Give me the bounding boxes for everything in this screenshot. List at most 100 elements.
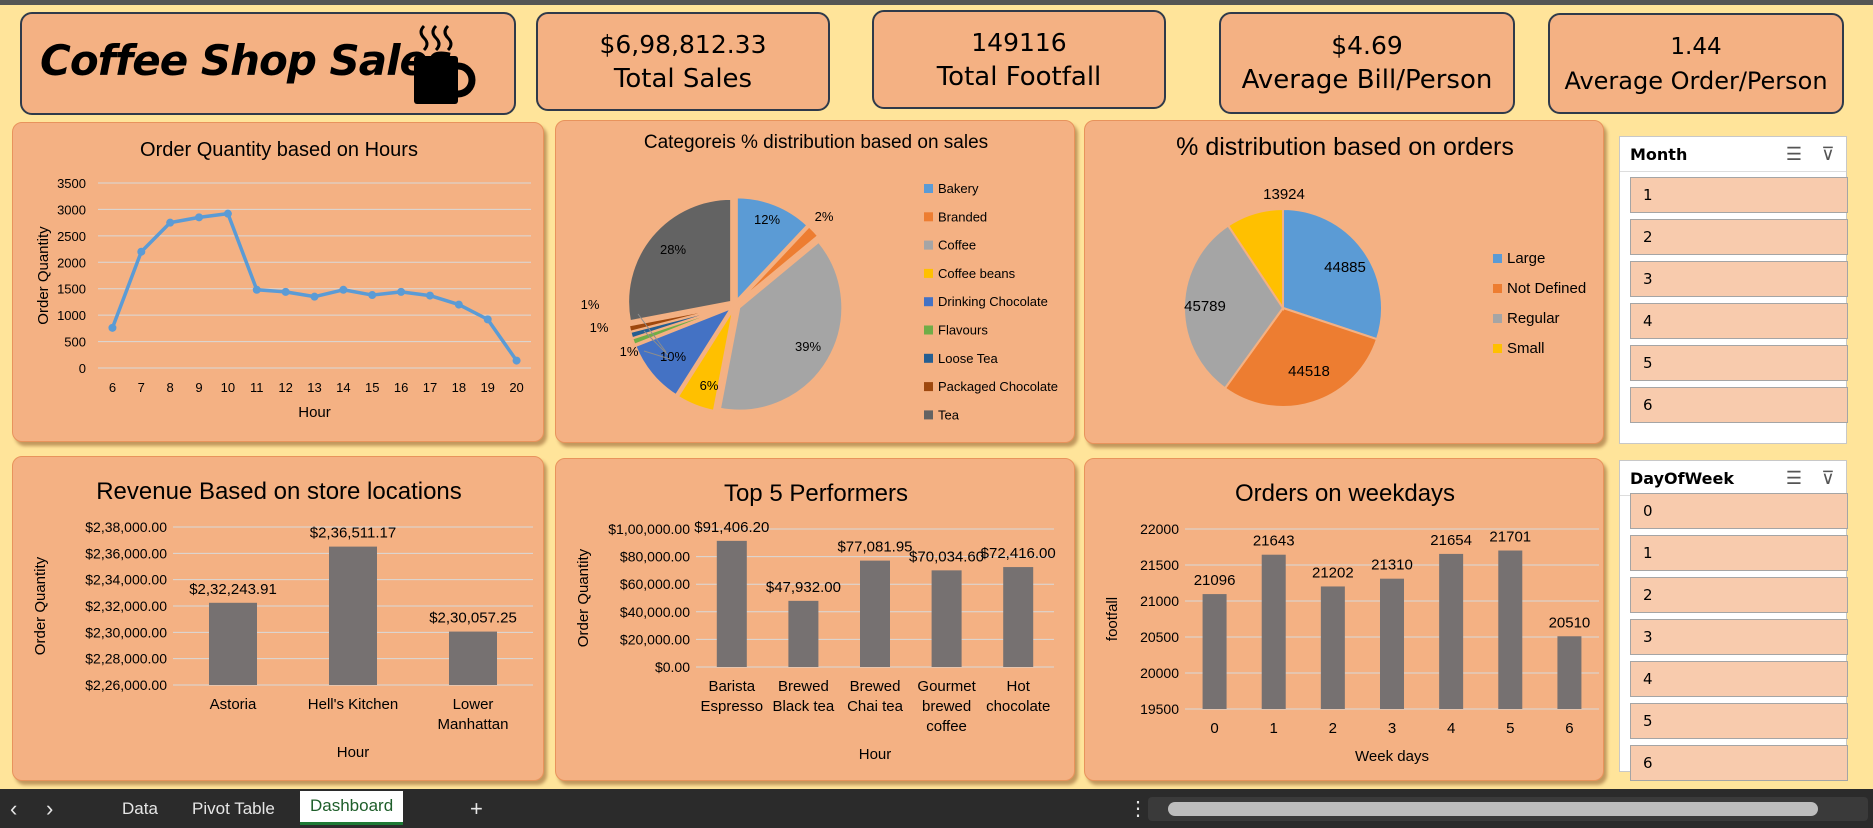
chart-title: Order Quantity based on Hours [140, 139, 418, 161]
clear-filter-icon[interactable]: ⊽ [1821, 144, 1835, 164]
y-tick-label: 20500 [1140, 629, 1179, 645]
prev-sheet-button[interactable]: ‹ [10, 796, 18, 821]
bar [1003, 567, 1034, 667]
data-label: 1% [620, 344, 639, 359]
data-label: $70,034.60 [909, 548, 984, 565]
y-axis-title: Order Quantity [575, 548, 592, 647]
data-label: 2% [815, 209, 834, 224]
pie-chart: Categoreis % distribution based on sales… [581, 132, 1058, 422]
tab-dashboard[interactable]: Dashboard [300, 791, 404, 825]
legend-swatch [1493, 254, 1502, 263]
chart-orders-weekdays[interactable]: Orders on weekdays 19500 20000 20500 21000 21… [1084, 458, 1604, 781]
legend-swatch [924, 382, 933, 392]
x-tick-label: Lower Manhattan [438, 696, 509, 733]
x-tick-label: 15 [365, 380, 379, 395]
slicer-month[interactable]: Month ☰ ⊽ 1 2 3 4 5 6 [1619, 136, 1848, 444]
scrollbar-thumb[interactable] [1168, 802, 1818, 816]
legend-swatch [924, 184, 933, 193]
multi-select-icon[interactable]: ☰ [1785, 144, 1803, 164]
data-point [281, 287, 290, 296]
data-point [512, 356, 521, 365]
chart-order-size-distribution[interactable]: % distribution based on orders 44885 44518… [1084, 120, 1604, 444]
y-tick-label: 19500 [1140, 701, 1179, 717]
x-axis-title: Week days [1355, 748, 1429, 765]
horizontal-scrollbar[interactable] [1148, 797, 1868, 821]
y-tick-label: $2,30,000.00 [85, 624, 167, 640]
y-tick-label: $2,36,000.00 [85, 545, 167, 561]
legend-label: Flavours [938, 323, 988, 338]
y-tick-label: 20000 [1140, 665, 1179, 681]
slicer-item-4[interactable]: 4 [1630, 661, 1848, 697]
clear-filter-icon[interactable]: ⊽ [1821, 468, 1835, 488]
chart-order-quantity-hours[interactable]: Order Quantity based on Hours 0 500 1000 150… [12, 122, 544, 442]
legend-label: Packaged Chocolate [938, 379, 1058, 394]
chart-title: % distribution based on orders [1176, 133, 1514, 161]
y-tick-label: 3500 [57, 176, 86, 191]
y-tick-label: 2500 [57, 229, 86, 244]
x-tick-label: 8 [167, 380, 174, 395]
x-tick-label: 5 [1506, 720, 1514, 737]
bar [449, 631, 497, 685]
x-tick-label: Barista Espresso [701, 678, 764, 715]
legend-swatch [1493, 344, 1502, 353]
chart-top-performers[interactable]: Top 5 Performers $0.00 $20,000.00 $40,000.0… [555, 458, 1075, 781]
tab-pivot-table[interactable]: Pivot Table [192, 799, 275, 818]
legend-label: Drinking Chocolate [938, 294, 1048, 309]
data-label: 6% [700, 378, 719, 393]
slicer-item-1[interactable]: 1 [1630, 177, 1848, 213]
bar-chart: Orders on weekdays1950020000205002100021… [1104, 480, 1599, 765]
legend-swatch [924, 212, 933, 222]
data-label: $2,30,057.25 [429, 610, 517, 627]
slicer-item-2[interactable]: 2 [1630, 219, 1848, 255]
y-axis-title: Order Quantity [32, 556, 49, 655]
kpi-label: Total Sales [613, 63, 753, 94]
legend-label: Large [1507, 250, 1545, 267]
slicer-item-6[interactable]: 6 [1630, 387, 1848, 423]
sheet-tab-bar: ‹ › Data Pivot Table Dashboard + ⋮ [0, 789, 1873, 828]
x-tick-label: 11 [250, 380, 264, 395]
y-tick-label: $20,000.00 [620, 631, 690, 647]
data-label: 44518 [1288, 363, 1330, 380]
x-tick-label: Hell's Kitchen [308, 696, 398, 713]
x-tick-label: 14 [336, 380, 350, 395]
x-tick-label: 1 [1270, 720, 1278, 737]
x-tick-label: 9 [195, 380, 202, 395]
add-sheet-button[interactable]: + [470, 796, 483, 821]
data-label: $2,36,511.17 [310, 525, 396, 542]
pie-slice [735, 196, 809, 303]
x-tick-label: Hot chocolate [986, 678, 1050, 715]
bar [931, 570, 962, 667]
x-tick-label: 6 [1565, 720, 1573, 737]
slicer-item-1[interactable]: 1 [1630, 535, 1848, 571]
kpi-average-bill: $4.69 Average Bill/Person [1219, 12, 1515, 114]
legend-label: Coffee [938, 238, 976, 253]
slicer-item-2[interactable]: 2 [1630, 577, 1848, 613]
next-sheet-button[interactable]: › [46, 796, 54, 821]
legend-label: Loose Tea [938, 351, 999, 366]
slicer-item-3[interactable]: 3 [1630, 261, 1848, 297]
x-tick-label: 12 [278, 380, 292, 395]
chart-revenue-store-locations[interactable]: Revenue Based on store locations $2,26,00… [12, 456, 544, 781]
chart-category-distribution[interactable]: Categoreis % distribution based on sales… [555, 120, 1075, 443]
bar [1380, 578, 1404, 709]
slicer-item-3[interactable]: 3 [1630, 619, 1848, 655]
slicer-item-5[interactable]: 5 [1630, 345, 1848, 381]
data-point [195, 213, 204, 222]
slicer-item-6[interactable]: 6 [1630, 745, 1848, 781]
slicer-title: Month [1630, 145, 1688, 164]
y-axis-title: footfall [1104, 597, 1121, 641]
slicer-item-4[interactable]: 4 [1630, 303, 1848, 339]
y-tick-label: 21500 [1140, 557, 1179, 573]
y-tick-label: 2000 [57, 255, 86, 270]
multi-select-icon[interactable]: ☰ [1785, 468, 1803, 488]
more-options-icon[interactable]: ⋮ [1128, 798, 1148, 820]
bar [1498, 550, 1523, 709]
slicer-item-0[interactable]: 0 [1630, 493, 1848, 529]
bar [716, 540, 747, 667]
tab-data[interactable]: Data [122, 799, 158, 818]
x-tick-label: 3 [1388, 720, 1396, 737]
slicer-item-5[interactable]: 5 [1630, 703, 1848, 739]
data-label: 21096 [1194, 572, 1236, 589]
legend-label: Coffee beans [938, 266, 1016, 281]
slicer-dayofweek[interactable]: DayOfWeek ☰ ⊽ 0 1 2 3 4 5 6 [1619, 460, 1848, 781]
